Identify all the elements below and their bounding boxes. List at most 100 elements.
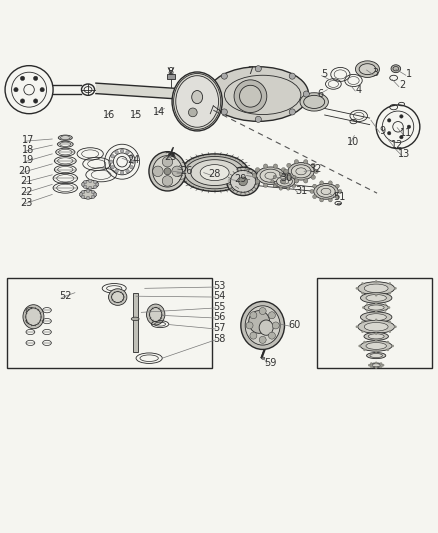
Circle shape (375, 294, 378, 296)
Bar (166, 75, 175, 79)
Ellipse shape (234, 80, 267, 112)
Circle shape (172, 166, 182, 176)
Circle shape (279, 173, 283, 176)
Text: 12: 12 (391, 140, 403, 150)
Circle shape (126, 150, 129, 154)
Text: 15: 15 (130, 110, 142, 119)
Ellipse shape (274, 175, 295, 188)
Circle shape (88, 186, 92, 190)
Circle shape (93, 193, 97, 196)
Text: 52: 52 (59, 291, 71, 301)
Circle shape (250, 312, 257, 319)
Circle shape (368, 364, 371, 367)
Circle shape (358, 345, 361, 348)
Text: 22: 22 (20, 187, 32, 197)
Ellipse shape (300, 93, 328, 111)
Circle shape (328, 198, 332, 202)
Ellipse shape (364, 284, 388, 293)
Ellipse shape (372, 364, 381, 367)
Ellipse shape (200, 165, 229, 181)
Text: 56: 56 (213, 312, 225, 322)
Circle shape (271, 180, 274, 183)
Circle shape (86, 196, 90, 200)
Circle shape (287, 163, 291, 167)
Text: 25: 25 (164, 152, 177, 163)
Circle shape (81, 183, 85, 186)
Circle shape (188, 108, 197, 117)
Text: 11: 11 (400, 128, 412, 139)
Circle shape (111, 165, 114, 169)
Circle shape (91, 195, 95, 199)
Circle shape (115, 150, 118, 154)
Circle shape (295, 180, 298, 183)
Text: 21: 21 (20, 176, 32, 187)
Text: 51: 51 (333, 192, 345, 201)
Text: 1: 1 (406, 69, 412, 79)
Circle shape (93, 185, 97, 189)
Text: 13: 13 (399, 149, 411, 159)
Ellipse shape (259, 320, 273, 335)
Circle shape (375, 280, 378, 283)
Circle shape (284, 169, 288, 174)
Ellipse shape (364, 333, 389, 340)
Circle shape (407, 125, 411, 128)
Ellipse shape (191, 160, 238, 185)
Circle shape (388, 132, 391, 135)
Circle shape (338, 189, 342, 193)
Text: 18: 18 (21, 145, 34, 155)
Circle shape (387, 341, 389, 343)
Bar (317, 278, 431, 368)
Circle shape (281, 167, 286, 172)
Ellipse shape (314, 183, 338, 199)
Ellipse shape (80, 190, 96, 199)
Circle shape (380, 362, 382, 365)
Circle shape (169, 152, 174, 158)
Text: 6: 6 (317, 89, 323, 99)
Ellipse shape (360, 312, 392, 322)
Circle shape (394, 326, 397, 328)
Text: 20: 20 (18, 166, 31, 176)
Circle shape (162, 176, 173, 186)
Circle shape (273, 184, 276, 188)
Ellipse shape (180, 154, 249, 191)
Ellipse shape (149, 152, 186, 191)
Ellipse shape (277, 176, 292, 186)
Circle shape (336, 195, 339, 199)
Ellipse shape (112, 292, 124, 303)
Ellipse shape (368, 334, 384, 339)
Circle shape (250, 332, 257, 339)
Text: 3: 3 (372, 68, 378, 78)
Circle shape (255, 116, 261, 123)
Circle shape (361, 292, 364, 295)
Circle shape (394, 287, 397, 289)
Circle shape (273, 175, 276, 179)
Ellipse shape (131, 317, 139, 321)
Ellipse shape (359, 64, 376, 75)
Ellipse shape (360, 293, 392, 303)
Circle shape (328, 181, 332, 185)
Circle shape (356, 287, 358, 289)
Circle shape (399, 115, 403, 118)
Ellipse shape (367, 352, 386, 359)
Circle shape (86, 189, 90, 193)
Circle shape (279, 187, 283, 190)
Ellipse shape (226, 167, 259, 196)
Circle shape (287, 175, 291, 180)
Circle shape (313, 184, 317, 188)
Circle shape (363, 349, 366, 351)
Text: 4: 4 (356, 85, 362, 95)
Circle shape (20, 99, 25, 103)
Text: 10: 10 (347, 137, 360, 147)
Circle shape (259, 336, 266, 343)
Ellipse shape (370, 353, 382, 358)
Circle shape (366, 303, 368, 306)
Ellipse shape (82, 180, 99, 189)
Ellipse shape (370, 363, 383, 367)
Text: 58: 58 (213, 334, 225, 344)
Circle shape (79, 193, 83, 196)
Text: 57: 57 (213, 322, 225, 333)
Circle shape (207, 91, 213, 97)
Circle shape (384, 303, 387, 306)
Ellipse shape (358, 282, 395, 295)
Ellipse shape (366, 343, 386, 349)
